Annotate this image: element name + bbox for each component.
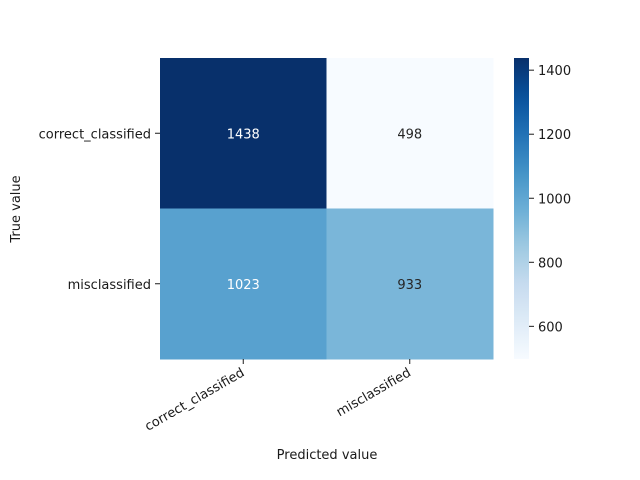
x-axis-ticks: correct_classified misclassified — [142, 359, 414, 435]
heatmap-cell — [326, 208, 494, 360]
heatmap-cells — [160, 58, 494, 360]
x-tick-label: correct_classified — [142, 365, 247, 434]
colorbar-tick-label: 800 — [538, 256, 563, 271]
y-tick-label: correct_classified — [39, 127, 151, 142]
cell-value-label: 933 — [397, 278, 422, 293]
cell-value-label: 1438 — [227, 127, 260, 142]
cell-value-label: 1023 — [227, 278, 260, 293]
cell-labels: 1438 498 1023 933 — [227, 127, 422, 293]
cell-value-label: 498 — [397, 127, 422, 142]
heatmap-cell — [160, 208, 327, 360]
heatmap-cell — [326, 58, 494, 209]
y-axis-title: True value — [9, 175, 24, 243]
y-tick-label: misclassified — [68, 278, 151, 293]
x-tick-label: misclassified — [334, 365, 414, 420]
colorbar-tick-label: 1400 — [538, 64, 571, 79]
heatmap-cell — [160, 58, 327, 209]
colorbar — [514, 58, 529, 359]
colorbar-tick-label: 1200 — [538, 128, 571, 143]
colorbar-tick-label: 600 — [538, 320, 563, 335]
y-axis-ticks: correct_classified misclassified — [39, 127, 160, 293]
x-axis-title: Predicted value — [277, 448, 378, 463]
colorbar-ticks: 600 800 1000 1200 1400 — [529, 64, 571, 335]
colorbar-tick-label: 1000 — [538, 192, 571, 207]
